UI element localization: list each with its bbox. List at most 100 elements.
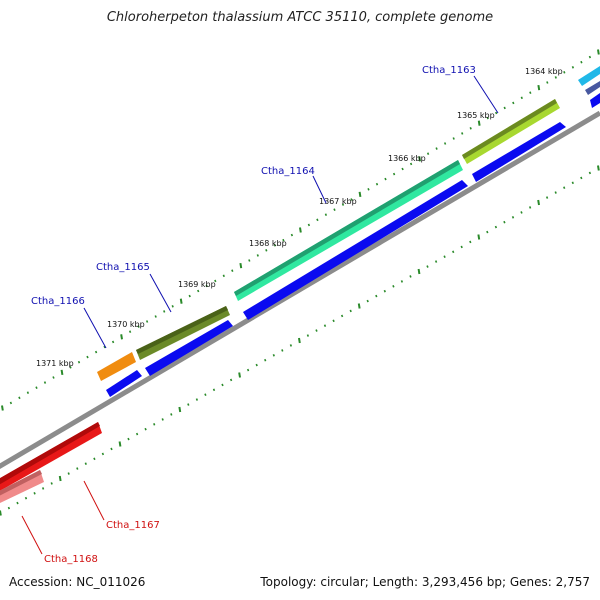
cds-block[interactable] xyxy=(578,66,600,86)
tick-mark xyxy=(26,391,30,394)
tick-mark xyxy=(197,289,200,293)
tick-mark xyxy=(520,96,523,100)
tick-mark xyxy=(333,208,336,211)
cds-block[interactable] xyxy=(145,320,233,376)
tick-mark xyxy=(563,71,566,74)
cds-block[interactable] xyxy=(472,122,566,182)
tick-mark xyxy=(375,294,378,298)
tick-mark xyxy=(443,255,446,258)
tick-label-1364: 1364 kbp xyxy=(525,67,563,76)
tick-mark xyxy=(512,101,515,105)
gene-ctha-1163[interactable] xyxy=(462,99,560,164)
tick-mark xyxy=(195,398,199,401)
tick-mark xyxy=(69,366,72,369)
gene-ctha-1164[interactable] xyxy=(234,160,463,301)
cds-block[interactable] xyxy=(590,93,600,108)
tick-mark xyxy=(392,285,395,288)
tick-mark xyxy=(111,340,115,344)
tick-mark xyxy=(179,298,183,304)
reverse-genes xyxy=(0,422,102,504)
tick-mark xyxy=(58,475,62,482)
gene-labels: Ctha_1163 Ctha_1164 Ctha_1165 Ctha_1166 … xyxy=(31,65,476,565)
tick-mark xyxy=(537,199,540,206)
tick-mark xyxy=(222,274,225,278)
tick-label-1369: 1369 kbp xyxy=(178,280,216,289)
tick-mark xyxy=(1,405,4,411)
tick-mark xyxy=(281,349,284,352)
tick-mark xyxy=(290,233,294,237)
tick-mark xyxy=(255,363,258,367)
tick-mark xyxy=(554,191,557,194)
tick-mark xyxy=(273,244,277,247)
tick-mark xyxy=(324,213,328,216)
tick-mark xyxy=(120,334,123,340)
gene-leader-lines xyxy=(21,75,499,555)
tick-mark xyxy=(409,162,413,166)
tick-mark xyxy=(299,227,302,233)
tick-mark xyxy=(265,249,268,252)
tick-mark xyxy=(264,358,267,362)
tick-mark xyxy=(76,467,79,470)
gene-ctha-1167[interactable] xyxy=(0,422,102,492)
forward-genes xyxy=(97,99,560,381)
tick-mark xyxy=(163,310,166,313)
tick-mark xyxy=(205,284,208,288)
tick-mark xyxy=(144,427,147,431)
tick-mark xyxy=(486,230,489,234)
tick-label-1371: 1371 kbp xyxy=(36,359,74,368)
gene-label-ctha-1165: Ctha_1165 xyxy=(96,262,150,273)
tick-mark xyxy=(43,381,47,384)
tick-mark xyxy=(426,265,429,268)
tick-mark xyxy=(204,393,207,396)
inner-tick-ring xyxy=(0,165,600,516)
tick-mark xyxy=(239,262,243,269)
tick-mark xyxy=(16,501,19,505)
tick-mark xyxy=(77,360,81,364)
tick-mark xyxy=(137,325,140,328)
cds-block[interactable] xyxy=(106,370,142,397)
tick-mark xyxy=(435,147,438,150)
gene-ctha-1168[interactable] xyxy=(0,470,44,504)
tick-mark xyxy=(289,344,293,347)
tick-mark xyxy=(366,299,369,303)
cds-block[interactable] xyxy=(243,180,468,320)
tick-mark xyxy=(495,111,498,115)
gene-ctha-1166[interactable] xyxy=(97,352,136,381)
tick-mark xyxy=(350,198,353,201)
tick-mark xyxy=(316,218,319,222)
tick-mark xyxy=(214,279,217,283)
gene-ctha-1165[interactable] xyxy=(136,306,230,360)
tick-mark xyxy=(41,487,45,490)
tick-mark xyxy=(170,413,173,416)
tick-mark xyxy=(171,305,174,308)
tick-mark xyxy=(418,156,421,162)
kbp-tick-labels: 1364 kbp 1365 kbp 1366 kbp 1367 kbp 1368… xyxy=(36,67,563,368)
outer-tick-ring xyxy=(1,49,600,411)
tick-mark xyxy=(392,172,396,176)
cds-block[interactable] xyxy=(585,81,600,95)
tick-label-1368: 1368 kbp xyxy=(249,239,287,248)
tick-mark xyxy=(52,376,55,379)
tick-mark xyxy=(323,324,327,327)
tick-mark xyxy=(400,280,404,283)
accession-label: Accession: NC_011026 xyxy=(9,575,146,589)
tick-mark xyxy=(401,167,404,171)
tick-mark xyxy=(349,309,352,313)
tick-mark xyxy=(545,196,549,199)
tick-mark xyxy=(477,234,481,240)
tick-mark xyxy=(35,386,38,389)
tick-mark xyxy=(298,337,301,344)
tick-mark xyxy=(460,245,463,249)
tick-mark xyxy=(375,182,379,186)
tick-mark xyxy=(315,329,318,332)
genome-title: Chloroherpeton thalassium ATCC 35110, co… xyxy=(106,10,494,25)
tick-mark xyxy=(537,84,541,91)
tick-mark xyxy=(486,116,489,120)
tick-mark xyxy=(306,334,310,337)
tick-mark xyxy=(477,120,481,126)
tick-mark xyxy=(212,388,216,392)
tick-mark xyxy=(118,441,122,447)
tick-mark xyxy=(127,437,130,441)
tick-mark xyxy=(340,314,344,318)
tick-mark xyxy=(145,320,149,323)
